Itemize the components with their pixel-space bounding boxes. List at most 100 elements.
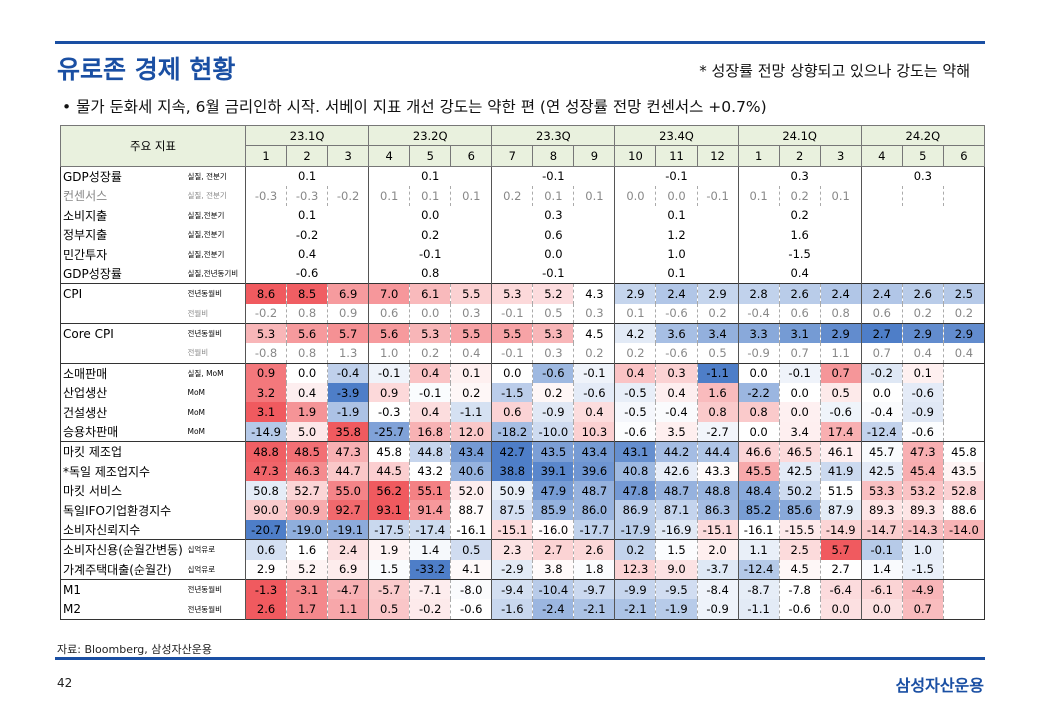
cell: 43.5 <box>532 441 574 462</box>
cell: 0.7 <box>778 343 821 364</box>
cell: 0.8 <box>286 343 328 364</box>
cell: 0.1 <box>819 186 862 206</box>
cell: -9.9 <box>614 579 656 600</box>
row-name: M2 <box>63 602 81 617</box>
cell: -14.9 <box>819 519 862 540</box>
cell: 40.8 <box>614 461 656 482</box>
cell: -0.4 <box>860 402 903 422</box>
cell: -1.1 <box>737 599 780 620</box>
cell: -0.6 <box>450 599 492 620</box>
row-name: 독일IFO기업환경지수 <box>63 503 172 518</box>
cell: 0.8 <box>819 303 862 324</box>
cell: -6.4 <box>819 579 862 600</box>
cell <box>901 186 944 206</box>
cell: 91.4 <box>409 500 451 520</box>
cell: 88.6 <box>942 500 985 520</box>
month-header: 2 <box>778 145 821 167</box>
row-name: 정부지출 <box>63 228 108 243</box>
cell: 44.4 <box>696 441 739 462</box>
cell: 0.0 <box>368 205 492 225</box>
cell: 8.5 <box>286 283 328 304</box>
table-row: 마킷 제조업 48.8 48.5 47.3 45.8 44.8 43.4 42.7 43.5 43… <box>60 441 985 462</box>
cell: 0.2 <box>696 303 739 324</box>
cell: 0.9 <box>327 303 369 324</box>
cell: 0.4 <box>737 263 862 284</box>
cell: 2.9 <box>614 283 656 304</box>
cell: 88.7 <box>450 500 492 520</box>
cell: 0.7 <box>860 343 903 364</box>
cell: 2.4 <box>819 283 862 304</box>
cell: 0.2 <box>532 383 574 403</box>
cell: 0.1 <box>614 303 656 324</box>
cell: -33.2 <box>409 559 451 580</box>
cell: 0.4 <box>245 244 369 264</box>
cell: -17.5 <box>368 519 410 540</box>
row-name: 소비지출 <box>63 208 108 223</box>
cell: 5.2 <box>286 559 328 580</box>
row-unit: 전월비 <box>185 303 247 324</box>
cell: 1.1 <box>819 343 862 364</box>
table-row: CPI 전년동월비 8.6 8.5 6.9 7.0 6.1 5.5 5.3 5.2 4.3 2.9 2.… <box>60 283 985 304</box>
cell: 41.9 <box>819 461 862 482</box>
cell: 2.0 <box>696 539 739 560</box>
cell: -0.1 <box>696 186 739 206</box>
cell: 90.9 <box>286 500 328 520</box>
cell: -5.7 <box>368 579 410 600</box>
cell: -0.1 <box>368 363 410 384</box>
cell: 43.1 <box>614 441 656 462</box>
cell: -0.6 <box>655 343 698 364</box>
cell: 0.0 <box>491 363 533 384</box>
cell: -17.9 <box>614 519 656 540</box>
cell: 2.6 <box>573 539 615 560</box>
cell: -9.4 <box>491 579 533 600</box>
cell <box>860 186 903 206</box>
cell: 2.9 <box>819 323 862 344</box>
cell: 1.6 <box>286 539 328 560</box>
table-row: M1 전년동월비 -1.3 -3.1 -4.7 -5.7 -7.1 -8.0 -9.4 -10.4… <box>60 579 985 600</box>
cell: -16.9 <box>655 519 698 540</box>
cell: -16.0 <box>532 519 574 540</box>
cell: 0.1 <box>614 205 739 225</box>
cell: -2.7 <box>696 421 739 442</box>
cell: 50.9 <box>491 481 533 501</box>
cell: -19.1 <box>327 519 369 540</box>
cell: 0.3 <box>655 363 698 384</box>
cell: 2.9 <box>901 323 944 344</box>
cell: 55.0 <box>327 481 369 501</box>
cell: 55.1 <box>409 481 451 501</box>
cell: 44.8 <box>409 441 451 462</box>
cell: 47.9 <box>532 481 574 501</box>
cell: 12.3 <box>614 559 656 580</box>
row-name: 마킷 서비스 <box>63 484 123 499</box>
row-unit: 전년동월비 <box>185 599 247 620</box>
cell: 0.0 <box>778 383 821 403</box>
cell: -0.8 <box>245 343 287 364</box>
cell: 1.4 <box>409 539 451 560</box>
cell: -0.6 <box>901 421 944 442</box>
cell: 4.5 <box>573 323 615 344</box>
header-label: 주요 지표 <box>59 125 247 167</box>
cell: 0.0 <box>409 303 451 324</box>
cell: -0.9 <box>737 343 780 364</box>
cell: 9.0 <box>655 559 698 580</box>
cell: 48.7 <box>573 481 615 501</box>
row-name: 마킷 제조업 <box>63 445 123 460</box>
cell: -3.1 <box>286 579 328 600</box>
table-row: 가계주택대출(순월간) 십억유로 2.9 5.2 6.9 1.5 -33.2 4.1 -2.9 3… <box>61 559 985 580</box>
cell: -1.1 <box>450 402 492 422</box>
cell: 1.7 <box>286 599 328 620</box>
cell: 0.2 <box>901 303 944 324</box>
cell: 48.4 <box>737 481 780 501</box>
cell: -0.4 <box>737 303 780 324</box>
cell: -0.1 <box>573 363 615 384</box>
cell: -10.4 <box>532 579 574 600</box>
row-unit: 전년동월비 <box>185 283 247 304</box>
bottom-rule <box>55 657 985 660</box>
cell: 6.9 <box>327 283 369 304</box>
cell: 0.1 <box>573 186 615 206</box>
cell: 1.0 <box>901 539 944 560</box>
cell: 38.8 <box>491 461 533 482</box>
cell: 8.6 <box>245 283 287 304</box>
cell: -2.2 <box>737 383 780 403</box>
cell: -16.1 <box>450 519 492 540</box>
